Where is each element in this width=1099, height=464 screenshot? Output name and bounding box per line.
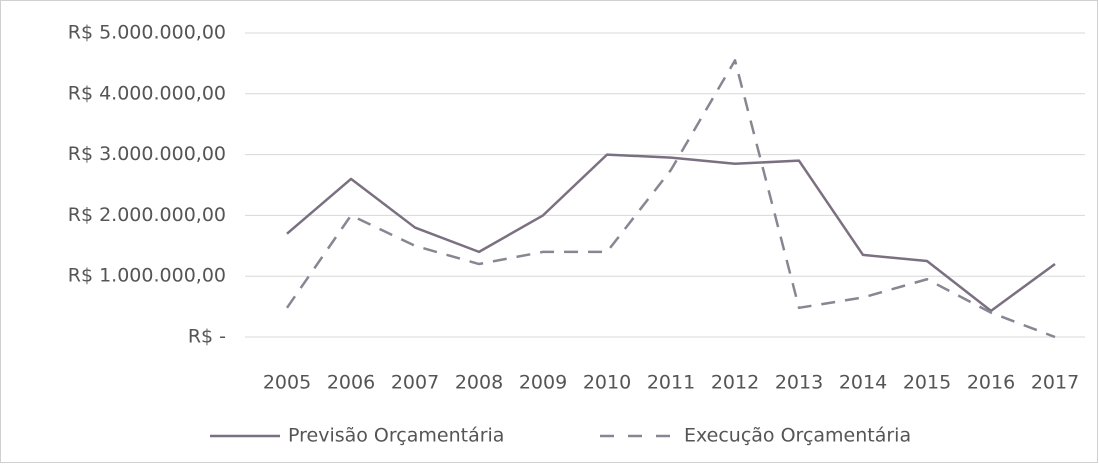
series-line: [285, 59, 1056, 339]
y-tick-label: R$ 5.000.000,00: [68, 22, 226, 44]
x-tick-label: 2005: [263, 372, 311, 394]
legend-label: Previsão Orçamentária: [288, 425, 504, 447]
x-tick-label: 2008: [455, 372, 503, 394]
x-tick-label: 2006: [327, 372, 375, 394]
x-tick-label: 2013: [775, 372, 823, 394]
x-tick-label: 2014: [839, 372, 887, 394]
y-tick-label: R$ 3.000.000,00: [68, 143, 226, 165]
y-tick-label: R$ 1.000.000,00: [68, 265, 226, 287]
series-line: [286, 153, 1056, 313]
y-tick-label: R$ -: [188, 326, 226, 348]
y-tick-label: R$ 4.000.000,00: [68, 82, 226, 104]
legend-label: Execução Orçamentária: [684, 425, 911, 447]
x-tick-label: 2012: [711, 372, 759, 394]
x-tick-label: 2007: [391, 372, 439, 394]
x-tick-label: 2009: [519, 372, 567, 394]
y-tick-label: R$ 2.000.000,00: [68, 204, 226, 226]
x-tick-label: 2010: [583, 372, 631, 394]
x-tick-label: 2015: [903, 372, 951, 394]
x-tick-label: 2011: [647, 372, 695, 394]
x-tick-label: 2016: [967, 372, 1015, 394]
x-tick-label: 2017: [1031, 372, 1079, 394]
